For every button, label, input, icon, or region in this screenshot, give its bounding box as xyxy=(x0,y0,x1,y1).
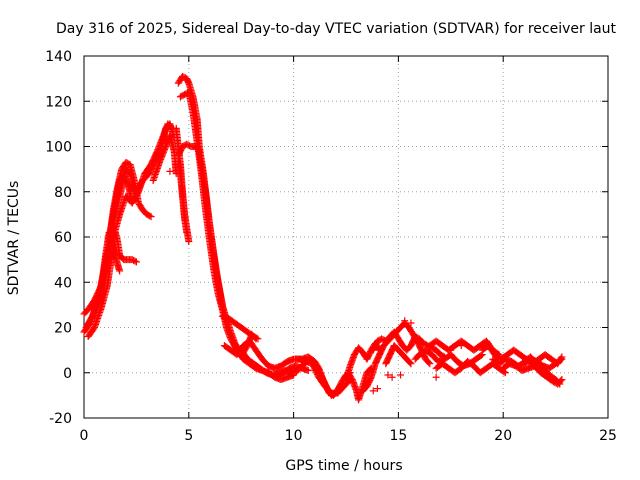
x-tick-label: 10 xyxy=(285,428,303,444)
data-point xyxy=(335,384,343,392)
data-point xyxy=(253,334,261,342)
x-tick-label: 20 xyxy=(494,428,512,444)
x-tick-label: 0 xyxy=(80,428,89,444)
data-point xyxy=(254,335,262,343)
series-track-23 xyxy=(359,319,434,395)
x-axis: 0 5 10 15 20 25 xyxy=(80,56,617,444)
data-point xyxy=(116,267,124,275)
series-track-24 xyxy=(369,328,449,361)
data-point xyxy=(557,356,565,364)
grid xyxy=(84,56,608,418)
data-point xyxy=(388,373,396,381)
series-track-15 xyxy=(218,312,262,343)
series-track-26 xyxy=(411,346,486,370)
series-track-7 xyxy=(132,120,178,196)
series-track-5 xyxy=(90,228,124,322)
data-point xyxy=(401,317,409,325)
data-point xyxy=(426,360,434,368)
data-point xyxy=(369,387,377,395)
data-point xyxy=(185,238,193,246)
data-points xyxy=(80,72,566,404)
y-tick-label: 120 xyxy=(45,94,72,110)
x-axis-label: GPS time / hours xyxy=(285,458,402,474)
data-point xyxy=(407,360,415,368)
data-point xyxy=(373,385,381,393)
data-point xyxy=(555,379,563,387)
data-point xyxy=(406,359,414,367)
data-point xyxy=(558,355,566,363)
data-point xyxy=(432,373,440,381)
data-point xyxy=(304,366,312,374)
data-point xyxy=(183,228,191,236)
data-point xyxy=(384,371,392,379)
y-tick-label: 140 xyxy=(45,49,72,65)
y-axis: -20 0 20 40 60 80 100 120 140 xyxy=(45,49,608,427)
y-tick-label: -20 xyxy=(49,411,72,427)
data-point xyxy=(457,342,465,350)
data-point xyxy=(147,213,155,221)
x-tick-label: 25 xyxy=(599,428,617,444)
data-point xyxy=(166,167,174,175)
y-tick-label: 20 xyxy=(54,321,72,337)
y-tick-label: 60 xyxy=(54,230,72,246)
data-point xyxy=(477,352,485,360)
data-point xyxy=(396,371,404,379)
series-outliers xyxy=(166,167,465,395)
series-track-25 xyxy=(382,342,415,368)
series-track-13 xyxy=(174,156,191,236)
y-tick-label: 0 xyxy=(63,366,72,382)
data-point xyxy=(558,376,566,384)
data-point xyxy=(501,369,509,377)
data-point xyxy=(556,380,564,388)
data-point xyxy=(132,258,140,266)
y-tick-label: 80 xyxy=(54,185,72,201)
data-point xyxy=(131,257,139,265)
series-track-32 xyxy=(520,353,564,388)
y-tick-label: 100 xyxy=(45,140,72,156)
data-point xyxy=(425,359,433,367)
y-axis-label: SDTVAR / TECUs xyxy=(6,181,22,296)
x-tick-label: 5 xyxy=(184,428,193,444)
data-point xyxy=(407,319,415,327)
x-tick-label: 15 xyxy=(389,428,407,444)
data-point xyxy=(146,212,154,220)
y-tick-label: 40 xyxy=(54,275,72,291)
data-point xyxy=(336,382,344,390)
chart-title: Day 316 of 2025, Sidereal Day-to-day VTE… xyxy=(56,21,617,37)
data-point xyxy=(447,346,455,354)
series-track-20 xyxy=(292,353,344,399)
series-track-19 xyxy=(273,362,312,381)
